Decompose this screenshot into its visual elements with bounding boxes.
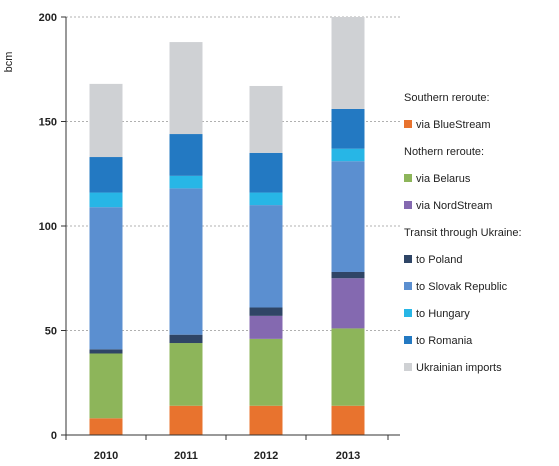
legend: Southern reroute: via BlueStream Nothern r… xyxy=(404,85,559,382)
legend-item: Ukrainian imports xyxy=(404,355,559,382)
legend-item: via BlueStream xyxy=(404,112,559,139)
bar-segment xyxy=(249,205,283,308)
legend-group-heading: Southern reroute: xyxy=(404,92,490,104)
bar-segment xyxy=(331,278,365,329)
legend-swatch xyxy=(404,363,412,371)
bar-segment xyxy=(89,83,123,158)
legend-swatch xyxy=(404,120,412,128)
y-tick-label: 200 xyxy=(39,12,57,24)
bar-segment xyxy=(169,134,203,176)
bar-segment xyxy=(331,405,365,435)
bar-segment xyxy=(89,157,123,193)
x-tick-label: 2013 xyxy=(336,450,360,462)
bar-segment xyxy=(249,85,283,153)
x-tick-label: 2012 xyxy=(254,450,278,462)
axes: 0 50 100 150 200 2010 2011 2012 2013 xyxy=(39,12,400,462)
bar-segment xyxy=(249,405,283,435)
legend-item: to Slovak Republic xyxy=(404,274,559,301)
bar-segment xyxy=(331,328,365,406)
bar-segment xyxy=(169,42,203,135)
legend-swatch xyxy=(404,309,412,317)
legend-swatch xyxy=(404,282,412,290)
bar-segment xyxy=(249,307,283,316)
legend-item-label: to Romania xyxy=(416,335,473,347)
bar-segment xyxy=(89,353,123,419)
bar-segment xyxy=(331,17,365,109)
bar-segment xyxy=(169,343,203,406)
legend-swatch xyxy=(404,201,412,209)
legend-item: to Hungary xyxy=(404,301,559,328)
bar-segment xyxy=(89,192,123,208)
bars xyxy=(89,17,365,435)
bar-segment xyxy=(331,161,365,272)
bar-segment xyxy=(169,175,203,189)
legend-swatch xyxy=(404,336,412,344)
legend-group-heading: Nothern reroute: xyxy=(404,146,485,158)
bar-segment xyxy=(169,405,203,435)
bar-segment xyxy=(331,271,365,279)
y-tick-label: 50 xyxy=(45,326,57,338)
legend-item-label: to Hungary xyxy=(416,308,470,320)
legend-item-label: via BlueStream xyxy=(416,119,491,131)
bar-segment xyxy=(89,418,123,435)
y-tick-label: 0 xyxy=(51,430,57,442)
legend-item: via Belarus xyxy=(404,166,559,193)
bar-segment xyxy=(331,108,365,149)
legend-item-label: Ukrainian imports xyxy=(416,362,502,374)
bar-segment xyxy=(249,315,283,339)
bar-segment xyxy=(89,207,123,350)
legend-item: to Romania xyxy=(404,328,559,355)
legend-item-label: to Slovak Republic xyxy=(416,281,508,293)
bar-segment xyxy=(169,334,203,344)
legend-group-heading: Transit through Ukraine: xyxy=(404,227,522,239)
bar-segment xyxy=(169,188,203,335)
legend-item-label: to Poland xyxy=(416,254,463,266)
legend-item: via NordStream xyxy=(404,193,559,220)
y-axis-title: bcm xyxy=(3,52,15,73)
bar-segment xyxy=(331,148,365,162)
bar-segment xyxy=(249,152,283,193)
bar-segment xyxy=(249,338,283,406)
legend-swatch xyxy=(404,255,412,263)
legend-item-label: via Belarus xyxy=(416,173,471,185)
y-tick-label: 100 xyxy=(39,221,57,233)
y-tick-label: 150 xyxy=(39,117,57,129)
legend-item-label: via NordStream xyxy=(416,200,493,212)
legend-item: to Poland xyxy=(404,247,559,274)
bar-segment xyxy=(89,349,123,354)
x-tick-label: 2010 xyxy=(94,450,118,462)
x-tick-label: 2011 xyxy=(174,450,198,462)
bar-segment xyxy=(249,192,283,206)
legend-swatch xyxy=(404,174,412,182)
